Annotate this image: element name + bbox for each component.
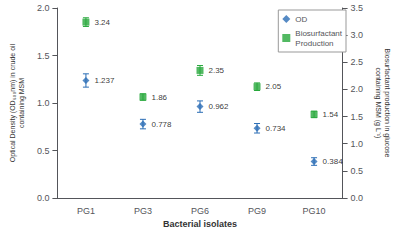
svg-text:2.0: 2.0 <box>37 3 50 13</box>
svg-text:1.54: 1.54 <box>323 110 339 119</box>
svg-text:0.734: 0.734 <box>266 124 287 133</box>
svg-text:Optical Density (OD₆₀₀nm) in c: Optical Density (OD₆₀₀nm) in crude oil <box>9 43 17 162</box>
svg-text:PG9: PG9 <box>248 206 266 216</box>
svg-text:PG10: PG10 <box>303 206 326 216</box>
svg-text:1.5: 1.5 <box>351 112 364 122</box>
svg-text:1.86: 1.86 <box>151 93 167 102</box>
svg-text:Bacterial isolates: Bacterial isolates <box>163 219 237 229</box>
svg-text:PG6: PG6 <box>191 206 209 216</box>
svg-text:0.5: 0.5 <box>351 166 364 176</box>
svg-text:PG1: PG1 <box>77 206 95 216</box>
svg-text:containing MSM (g L⁻¹): containing MSM (g L⁻¹) <box>374 68 382 139</box>
svg-text:OD: OD <box>295 15 307 24</box>
svg-text:1.5: 1.5 <box>37 51 50 61</box>
svg-text:0.962: 0.962 <box>209 102 230 111</box>
svg-text:1.0: 1.0 <box>351 139 364 149</box>
svg-text:3.5: 3.5 <box>351 3 364 13</box>
svg-text:0.0: 0.0 <box>37 193 50 203</box>
svg-text:3.24: 3.24 <box>94 18 110 27</box>
svg-text:2.5: 2.5 <box>351 57 364 67</box>
svg-text:2.35: 2.35 <box>209 66 225 75</box>
svg-text:containing MSM: containing MSM <box>18 78 26 128</box>
svg-text:1.237: 1.237 <box>94 76 115 85</box>
svg-text:2.0: 2.0 <box>351 84 364 94</box>
svg-text:0.384: 0.384 <box>323 157 344 166</box>
svg-text:0.0: 0.0 <box>351 193 364 203</box>
svg-text:2.05: 2.05 <box>266 82 282 91</box>
svg-text:PG3: PG3 <box>134 206 152 216</box>
svg-text:0.5: 0.5 <box>37 146 50 156</box>
svg-text:Biosurfactant: Biosurfactant <box>295 29 342 38</box>
svg-text:3.0: 3.0 <box>351 30 364 40</box>
svg-text:0.778: 0.778 <box>151 120 172 129</box>
svg-text:Production: Production <box>295 39 333 48</box>
svg-text:1.0: 1.0 <box>37 98 50 108</box>
svg-text:Biosurfactant production in gl: Biosurfactant production in glucose <box>383 49 391 158</box>
